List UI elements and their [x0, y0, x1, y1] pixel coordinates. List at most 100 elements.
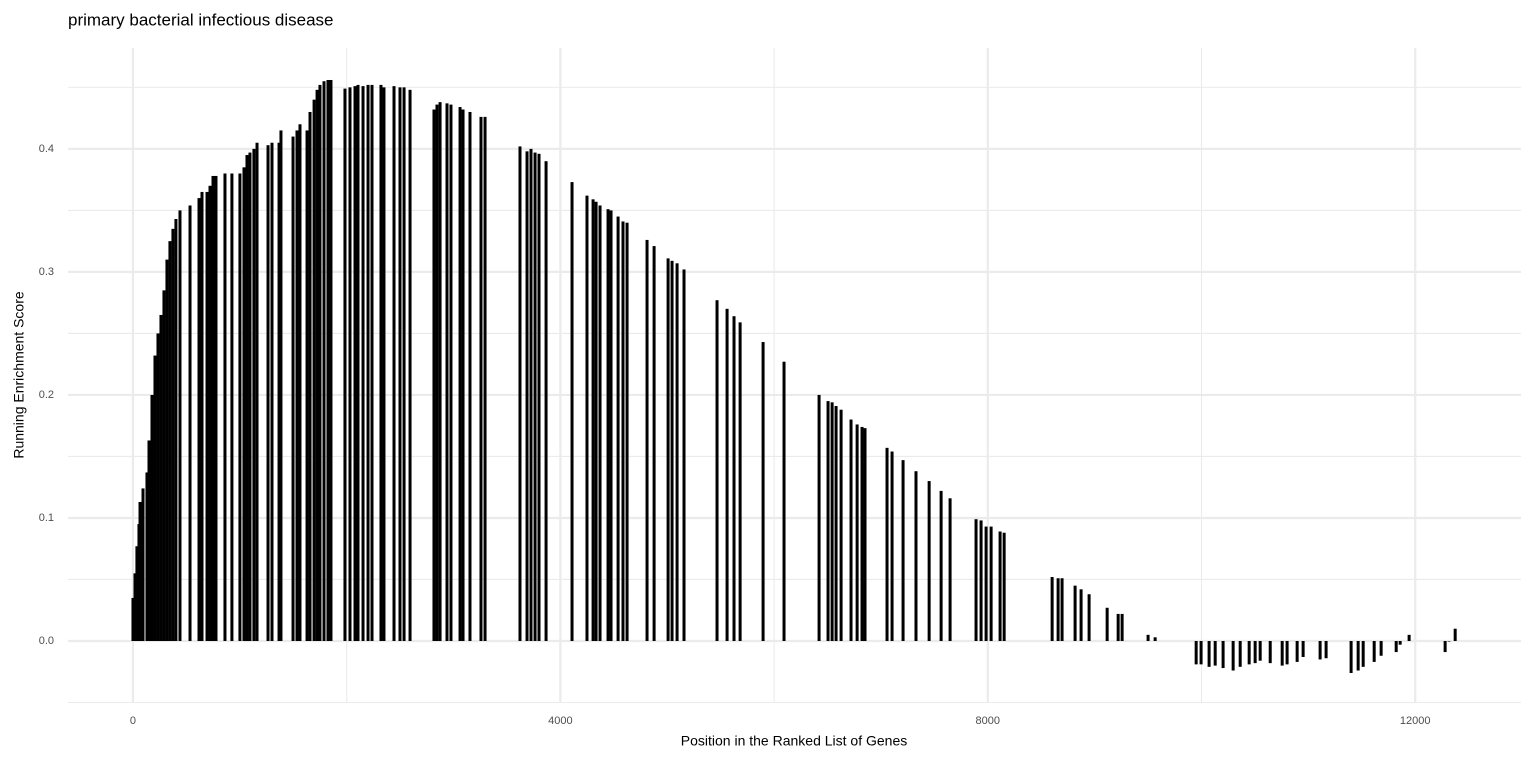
bar [214, 175, 218, 641]
bar [670, 260, 674, 641]
bar [1238, 640, 1242, 667]
bar [1247, 640, 1251, 665]
bar [479, 116, 483, 641]
bar [1056, 578, 1060, 641]
bar [133, 573, 137, 641]
bar [156, 333, 160, 641]
bar [298, 124, 302, 641]
bar [205, 191, 209, 641]
bar [318, 84, 322, 641]
bar [761, 342, 765, 641]
x-axis-label: Position in the Ranked List of Genes [681, 733, 907, 749]
bar [974, 519, 978, 641]
bar [1295, 640, 1299, 662]
bar [295, 130, 299, 641]
bar [150, 394, 154, 641]
bar [625, 222, 629, 641]
bar [248, 152, 252, 641]
bar [1361, 640, 1365, 667]
bar [830, 402, 834, 641]
grid [68, 48, 1521, 704]
bar [445, 103, 449, 641]
bar [468, 111, 472, 641]
bar [308, 111, 312, 641]
bar [1060, 578, 1064, 641]
y-tick-label: 0.3 [39, 266, 54, 278]
bar [1447, 640, 1451, 642]
bar [927, 481, 931, 641]
bar [138, 501, 142, 641]
bar [279, 130, 283, 641]
bar [1407, 634, 1411, 641]
bar [168, 241, 172, 641]
bar [432, 109, 436, 641]
bar [145, 472, 149, 641]
bar [616, 216, 620, 641]
bar [270, 142, 274, 641]
bar [1301, 640, 1305, 657]
bar [1349, 640, 1353, 673]
y-tick-label: 0.0 [39, 635, 54, 647]
bar [1002, 532, 1006, 641]
bar [529, 148, 533, 641]
bar [483, 116, 487, 641]
bar [1213, 640, 1217, 666]
bar [606, 209, 610, 641]
bar [518, 146, 522, 641]
bar [382, 87, 386, 641]
bar [174, 219, 178, 641]
bar [171, 228, 175, 641]
bar [839, 409, 843, 641]
bar [255, 142, 259, 641]
bar [715, 300, 719, 641]
bar [1231, 640, 1235, 671]
bar [1443, 640, 1447, 653]
bar [725, 308, 729, 641]
bar [353, 86, 357, 641]
bar [570, 182, 574, 641]
bar [230, 173, 234, 641]
bar [305, 130, 309, 641]
bar [245, 155, 249, 641]
bar [135, 546, 139, 641]
bar [645, 239, 649, 641]
bar [438, 102, 442, 641]
bar [141, 488, 145, 641]
bar [585, 195, 589, 641]
bar [449, 104, 453, 641]
bar [188, 205, 192, 641]
bar [1379, 640, 1383, 656]
y-tick-label: 0.2 [39, 389, 54, 401]
bar [1116, 613, 1120, 641]
bar [1207, 640, 1211, 667]
bar [315, 89, 319, 641]
bar [1221, 640, 1225, 669]
bar [165, 259, 169, 641]
bar [1146, 634, 1150, 641]
bar [242, 167, 246, 641]
bar [1372, 640, 1376, 662]
bar [1194, 640, 1198, 665]
bar [1087, 594, 1091, 641]
x-tick-label: 4000 [548, 715, 572, 727]
bar [252, 148, 256, 641]
bar [1153, 637, 1157, 641]
marks [131, 79, 1457, 673]
bar [738, 322, 742, 641]
bar [322, 81, 326, 641]
bar [939, 490, 943, 641]
bar [1258, 640, 1262, 661]
y-tick-label: 0.1 [39, 512, 54, 524]
bar [591, 199, 595, 641]
bar [948, 498, 952, 641]
bar [147, 440, 151, 641]
bar [1199, 640, 1203, 665]
bar [598, 205, 602, 641]
bar [329, 79, 333, 641]
bar [238, 173, 242, 641]
bar [392, 86, 396, 641]
bar [162, 290, 166, 641]
bar [223, 173, 227, 641]
bar [782, 361, 786, 641]
